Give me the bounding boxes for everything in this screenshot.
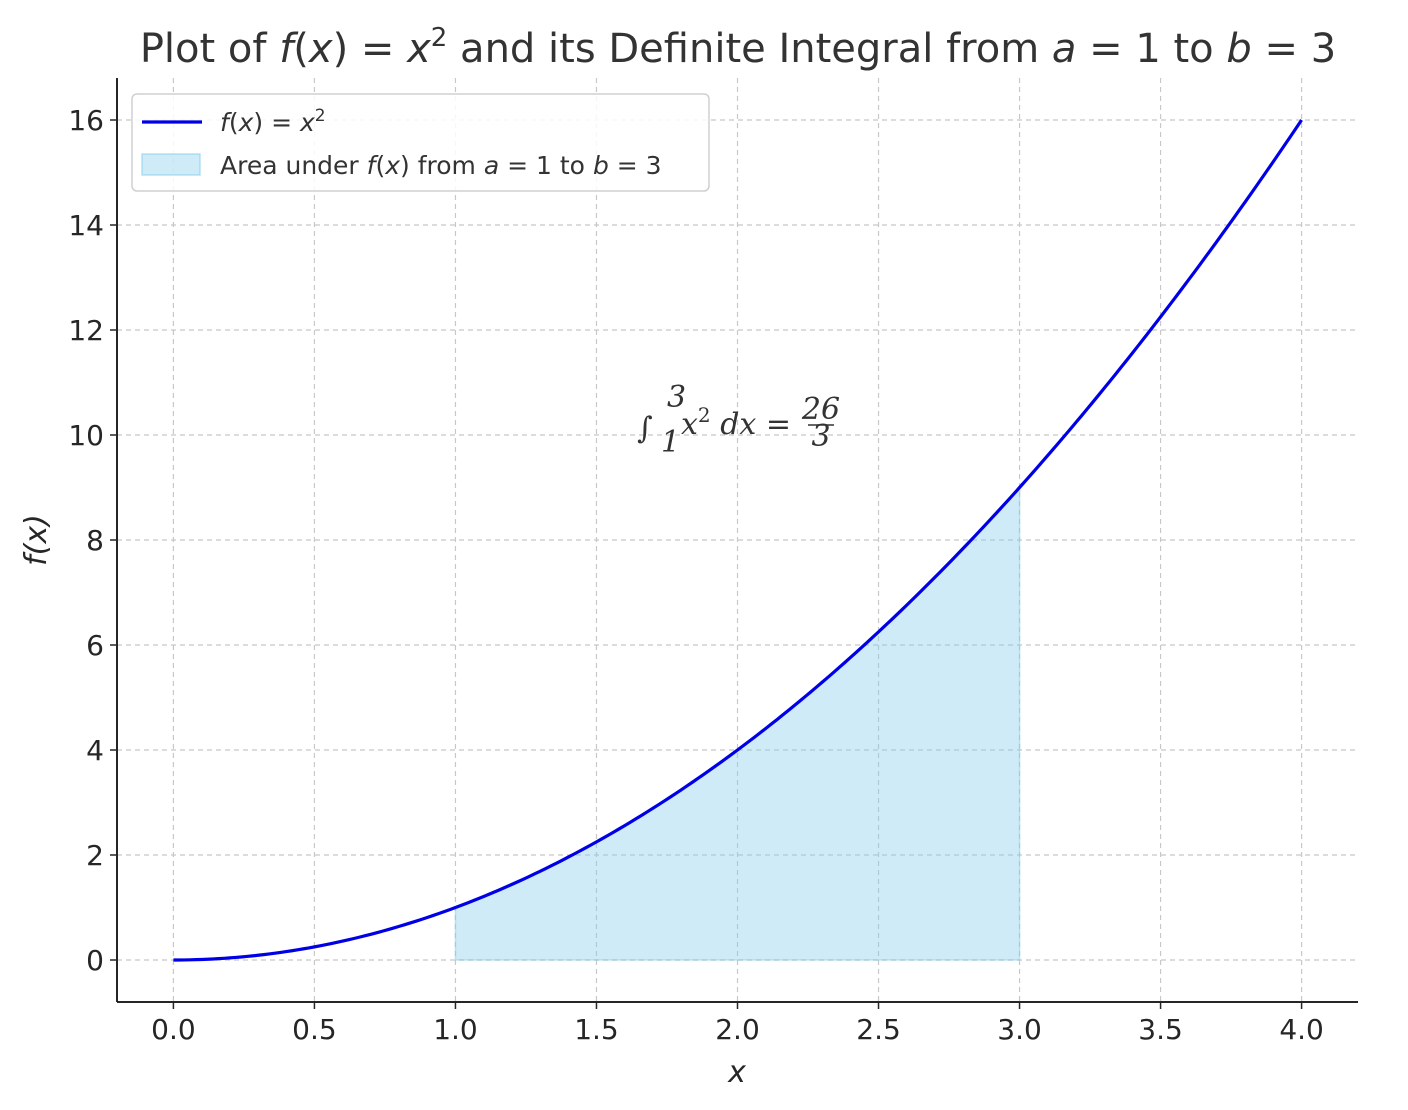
- x-tick-label: 3.0: [997, 1013, 1042, 1046]
- y-tick-label: 8: [86, 524, 104, 557]
- integral-sign: ∫: [637, 411, 653, 446]
- y-tick-label: 10: [68, 419, 104, 452]
- legend: f(x) = x2 Area under f(x) from a = 1 to …: [131, 93, 710, 192]
- fraction-numerator: 26: [801, 392, 840, 427]
- x-tick-label: 2.5: [856, 1013, 901, 1046]
- x-tick-label: 1.0: [433, 1013, 478, 1046]
- x-tick-label: 0.0: [151, 1013, 196, 1046]
- fraction-denominator: 3: [811, 419, 830, 454]
- integral-upper-bound: 3: [667, 380, 686, 415]
- y-axis-label: f(x): [19, 514, 54, 566]
- integral-annotation: ∫ 3 1 x2 dx = 26 3: [637, 380, 840, 460]
- x-axis-ticks: 0.0 0.5 1.0 1.5 2.0 2.5 3.0 3.5 4.0: [151, 1002, 1324, 1046]
- y-tick-label: 2: [86, 839, 104, 872]
- x-tick-label: 2.0: [715, 1013, 760, 1046]
- y-tick-label: 14: [68, 209, 104, 242]
- integral-lower-bound: 1: [661, 425, 680, 460]
- y-axis-ticks: 0 2 4 6 8 10 12 14 16: [68, 104, 117, 977]
- grid: [117, 78, 1358, 1002]
- legend-area-swatch: [141, 153, 201, 176]
- y-tick-label: 0: [86, 944, 104, 977]
- y-tick-label: 16: [68, 104, 104, 137]
- integral-body: x2 dx =: [681, 403, 791, 442]
- y-tick-label: 6: [86, 629, 104, 662]
- y-tick-label: 12: [68, 314, 104, 347]
- x-axis-label: x: [727, 1055, 746, 1090]
- curve-line: [173, 119, 1303, 962]
- x-tick-label: 3.5: [1138, 1013, 1183, 1046]
- legend-box: [131, 93, 710, 192]
- chart-title: Plot of f(x) = x2 and its Definite Integ…: [140, 23, 1336, 72]
- legend-label-area: Area under f(x) from a = 1 to b = 3: [220, 151, 662, 180]
- legend-label-curve: f(x) = x2: [220, 106, 326, 137]
- x-tick-label: 4.0: [1279, 1013, 1324, 1046]
- y-tick-label: 4: [86, 734, 104, 767]
- x-tick-label: 1.5: [574, 1013, 619, 1046]
- x-tick-label: 0.5: [292, 1013, 337, 1046]
